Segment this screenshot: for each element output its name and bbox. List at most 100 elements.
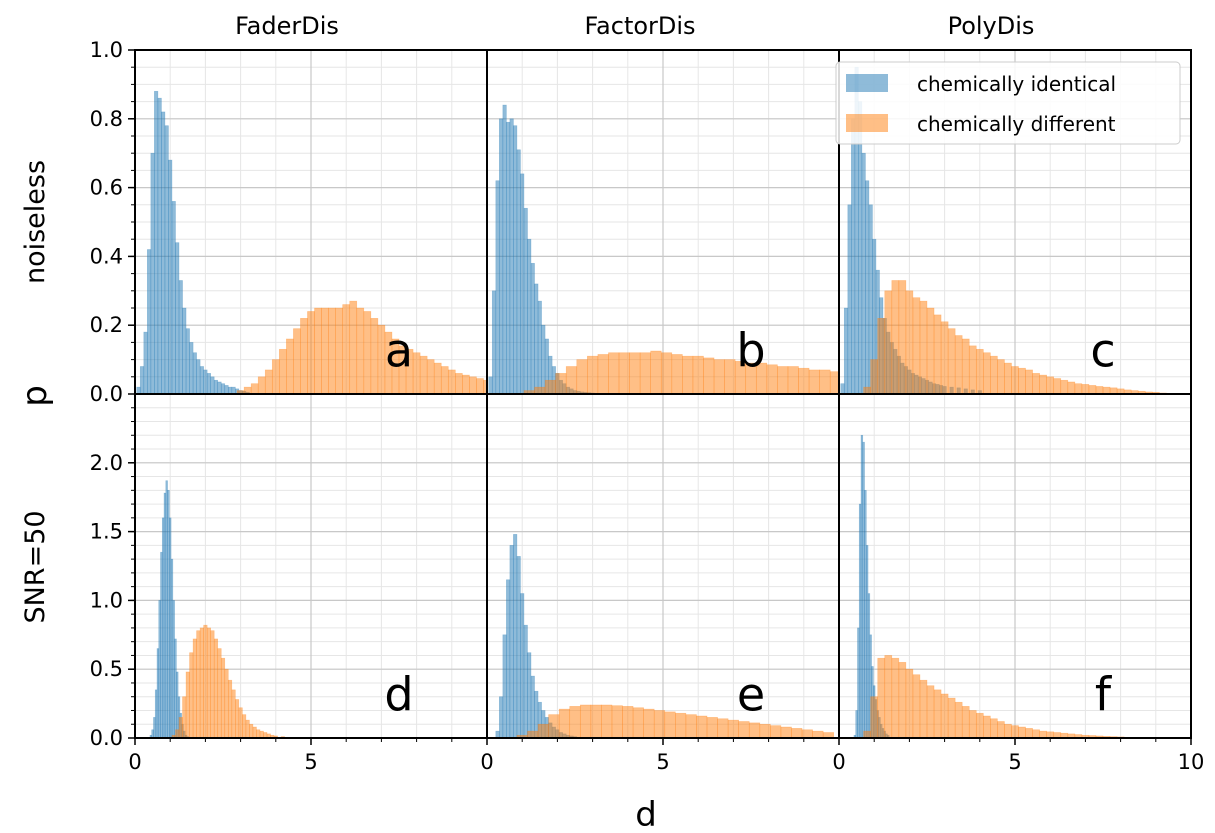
histogram-bar-different bbox=[286, 338, 294, 394]
histogram-bar-different bbox=[238, 707, 243, 738]
histogram-bar-different bbox=[1046, 376, 1055, 394]
histogram-bar-different bbox=[462, 374, 470, 394]
histogram-bar-different bbox=[279, 348, 287, 394]
histogram-bar-different bbox=[476, 378, 484, 394]
histogram-bar-different bbox=[632, 707, 644, 738]
histogram-bar-different bbox=[1039, 374, 1047, 394]
histogram-bar-different bbox=[919, 679, 928, 738]
histogram-bar-different bbox=[660, 352, 673, 394]
panel-letter: b bbox=[736, 323, 765, 377]
histogram-bar-different bbox=[812, 730, 824, 738]
histogram-bar-different bbox=[870, 696, 879, 738]
histogram-bar-different bbox=[224, 668, 229, 738]
histogram-bar-different bbox=[242, 714, 247, 738]
histogram-bar-different bbox=[685, 714, 697, 738]
histogram-bar-different bbox=[1067, 381, 1076, 394]
panel-letter: f bbox=[1095, 667, 1113, 721]
column-title-faderdis: FaderDis bbox=[235, 12, 339, 40]
histogram-bar-different bbox=[912, 297, 921, 394]
histogram-bar-identical bbox=[143, 331, 148, 394]
histogram-bar-different bbox=[1004, 723, 1012, 738]
histogram-bar-different bbox=[597, 354, 609, 394]
histogram-bar-identical bbox=[217, 381, 222, 394]
histogram-bar-different bbox=[639, 352, 651, 394]
histogram-bar-identical bbox=[161, 111, 166, 394]
histogram-bar-identical bbox=[171, 201, 176, 394]
histogram-bar-different bbox=[738, 721, 750, 738]
histogram-bar-identical bbox=[506, 121, 511, 394]
histogram-bar-identical bbox=[858, 101, 863, 394]
histogram-bar-different bbox=[961, 706, 970, 738]
x-tick-label: 5 bbox=[1008, 750, 1021, 774]
panel-letter: d bbox=[384, 667, 413, 721]
histogram-bar-different bbox=[682, 355, 694, 394]
panel-d: d 0.0 0.5 1.0 1.5 2.0 0 5 bbox=[90, 393, 488, 774]
y-tick-label: 0.6 bbox=[90, 176, 123, 200]
histogram-bar-different bbox=[940, 693, 949, 738]
histogram-bar-different bbox=[975, 348, 984, 394]
panel-letter: a bbox=[385, 323, 413, 377]
histogram-bar-different bbox=[1081, 384, 1090, 394]
histogram-bar-identical bbox=[523, 207, 528, 394]
histogram-bar-different bbox=[926, 307, 935, 394]
histogram-bar-different bbox=[192, 638, 197, 738]
histogram-bar-different bbox=[618, 352, 630, 394]
histogram-bar-different bbox=[210, 630, 215, 738]
histogram-bar-identical bbox=[520, 173, 525, 394]
histogram-bar-different bbox=[940, 321, 949, 394]
histogram-bar-different bbox=[231, 689, 236, 738]
histogram-bar-different bbox=[185, 671, 190, 738]
histogram-bar-identical bbox=[847, 204, 852, 394]
histogram-bar-different bbox=[555, 373, 567, 394]
histogram-bar-different bbox=[412, 352, 421, 394]
histogram-bar-identical bbox=[172, 600, 175, 738]
histogram-bar-different bbox=[1018, 726, 1026, 738]
histogram-bar-identical bbox=[516, 556, 521, 738]
histogram-bar-different bbox=[653, 710, 666, 738]
histogram-bar-different bbox=[579, 704, 592, 738]
histogram-bar-different bbox=[587, 355, 599, 394]
histogram-bar-identical bbox=[502, 634, 507, 738]
histogram-bar-identical bbox=[530, 262, 535, 394]
histogram-bar-different bbox=[293, 328, 301, 394]
histogram-bar-different bbox=[829, 371, 839, 394]
histogram-bar-different bbox=[671, 354, 683, 394]
histogram-bar-different bbox=[748, 722, 761, 738]
bars bbox=[149, 480, 292, 738]
histogram-bar-different bbox=[905, 668, 914, 738]
histogram-bar-different bbox=[252, 726, 257, 738]
histogram-bar-different bbox=[983, 715, 991, 738]
y-tick-label: 0.4 bbox=[90, 244, 123, 268]
histogram-bar-different bbox=[968, 710, 977, 738]
panel-a: a 0.0 0.2 0.4 0.6 0.8 1.0 bbox=[90, 38, 488, 406]
histogram-bar-different bbox=[919, 300, 928, 394]
histogram-bar-different bbox=[1004, 362, 1012, 394]
histogram-bar-different bbox=[947, 697, 956, 738]
histogram-bar-different bbox=[870, 359, 879, 394]
x-tick-label: 5 bbox=[304, 750, 317, 774]
histogram-bar-different bbox=[713, 359, 725, 394]
histogram-bar-identical bbox=[220, 383, 226, 394]
histogram-bar-different bbox=[590, 704, 602, 738]
histogram-bar-identical bbox=[527, 238, 532, 394]
histogram-bar-different bbox=[419, 355, 428, 394]
column-title-factordis: FactorDis bbox=[584, 12, 695, 40]
histogram-bar-different bbox=[1088, 385, 1097, 394]
histogram-bar-identical bbox=[843, 307, 849, 394]
histogram-bar-different bbox=[745, 362, 757, 394]
histogram-bar-different bbox=[650, 350, 662, 394]
histogram-bar-identical bbox=[185, 328, 190, 394]
histogram-bar-different bbox=[791, 728, 803, 738]
y-tick-label: 0.2 bbox=[90, 313, 123, 337]
y-axis-label: p bbox=[15, 385, 55, 407]
histogram-bar-different bbox=[863, 730, 871, 738]
histogram-bar-different bbox=[692, 355, 704, 394]
histogram-bar-different bbox=[256, 729, 261, 738]
histogram-bar-different bbox=[622, 706, 634, 738]
y-tick-label: 0.0 bbox=[90, 726, 123, 750]
y-tick-label: 1.0 bbox=[90, 588, 123, 612]
y-tick-label: 2.0 bbox=[90, 451, 123, 475]
histogram-bar-identical bbox=[150, 152, 155, 394]
histogram-bar-different bbox=[898, 280, 907, 394]
histogram-bar-different bbox=[1032, 729, 1040, 738]
